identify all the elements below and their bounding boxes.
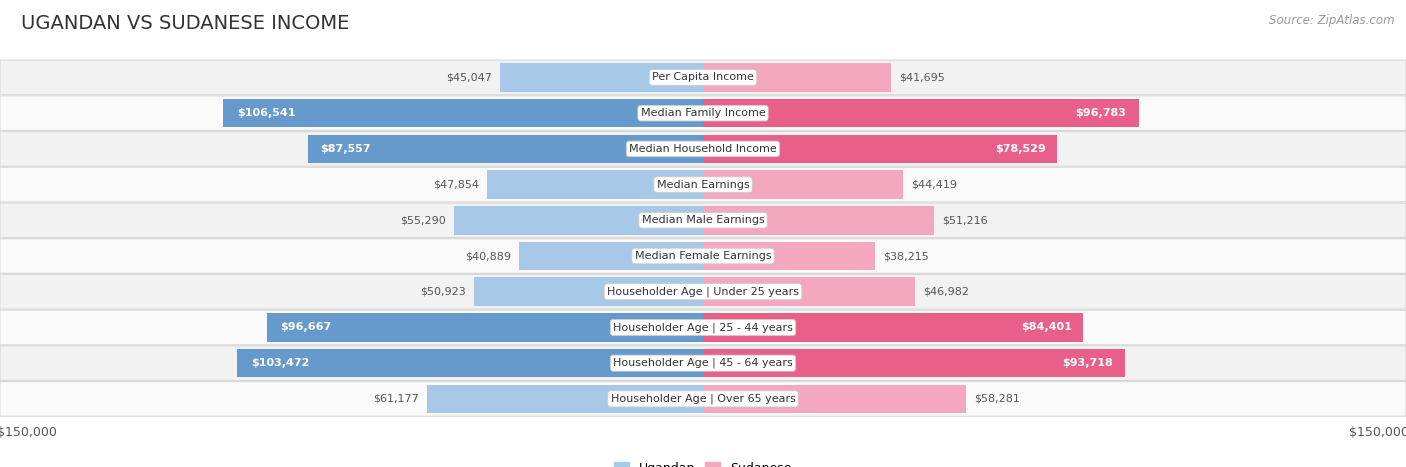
- Bar: [454, 206, 703, 234]
- FancyBboxPatch shape: [0, 203, 1406, 238]
- FancyBboxPatch shape: [0, 346, 1406, 381]
- Bar: [703, 277, 915, 306]
- Bar: [703, 170, 903, 199]
- Text: $55,290: $55,290: [399, 215, 446, 225]
- Bar: [519, 242, 703, 270]
- FancyBboxPatch shape: [0, 96, 1406, 130]
- Bar: [703, 242, 875, 270]
- Bar: [703, 313, 1084, 342]
- Bar: [267, 313, 703, 342]
- Text: $44,419: $44,419: [911, 180, 957, 190]
- Text: $41,695: $41,695: [898, 72, 945, 83]
- Text: $47,854: $47,854: [433, 180, 479, 190]
- Text: Per Capita Income: Per Capita Income: [652, 72, 754, 83]
- Text: Median Family Income: Median Family Income: [641, 108, 765, 118]
- Text: $96,667: $96,667: [280, 322, 332, 333]
- Text: $58,281: $58,281: [974, 394, 1019, 404]
- Text: $40,889: $40,889: [464, 251, 510, 261]
- Bar: [501, 63, 703, 92]
- FancyBboxPatch shape: [0, 167, 1406, 202]
- Text: Householder Age | Under 25 years: Householder Age | Under 25 years: [607, 286, 799, 297]
- Text: $84,401: $84,401: [1021, 322, 1071, 333]
- Bar: [488, 170, 703, 199]
- Text: $45,047: $45,047: [446, 72, 492, 83]
- Text: $38,215: $38,215: [883, 251, 929, 261]
- Bar: [703, 134, 1057, 163]
- Text: $50,923: $50,923: [419, 287, 465, 297]
- Bar: [236, 349, 703, 377]
- Text: $96,783: $96,783: [1076, 108, 1126, 118]
- Text: Median Male Earnings: Median Male Earnings: [641, 215, 765, 225]
- FancyBboxPatch shape: [0, 310, 1406, 345]
- FancyBboxPatch shape: [0, 60, 1406, 95]
- Bar: [308, 134, 703, 163]
- FancyBboxPatch shape: [0, 132, 1406, 166]
- FancyBboxPatch shape: [0, 382, 1406, 416]
- Bar: [703, 63, 891, 92]
- Text: $103,472: $103,472: [250, 358, 309, 368]
- Bar: [703, 206, 934, 234]
- FancyBboxPatch shape: [0, 275, 1406, 309]
- FancyBboxPatch shape: [0, 239, 1406, 273]
- Text: $87,557: $87,557: [321, 144, 371, 154]
- Text: $46,982: $46,982: [922, 287, 969, 297]
- Text: Median Household Income: Median Household Income: [628, 144, 778, 154]
- Bar: [224, 99, 703, 127]
- Bar: [427, 385, 703, 413]
- Text: $51,216: $51,216: [942, 215, 987, 225]
- Text: Source: ZipAtlas.com: Source: ZipAtlas.com: [1270, 14, 1395, 27]
- Text: $106,541: $106,541: [238, 108, 295, 118]
- Text: UGANDAN VS SUDANESE INCOME: UGANDAN VS SUDANESE INCOME: [21, 14, 350, 33]
- Text: Householder Age | 45 - 64 years: Householder Age | 45 - 64 years: [613, 358, 793, 368]
- Text: Median Female Earnings: Median Female Earnings: [634, 251, 772, 261]
- Legend: Ugandan, Sudanese: Ugandan, Sudanese: [609, 457, 797, 467]
- Text: Householder Age | Over 65 years: Householder Age | Over 65 years: [610, 394, 796, 404]
- Text: $61,177: $61,177: [374, 394, 419, 404]
- Bar: [703, 99, 1139, 127]
- Text: Householder Age | 25 - 44 years: Householder Age | 25 - 44 years: [613, 322, 793, 333]
- Text: $78,529: $78,529: [995, 144, 1046, 154]
- Text: $93,718: $93,718: [1062, 358, 1112, 368]
- Bar: [703, 349, 1125, 377]
- Bar: [703, 385, 966, 413]
- Bar: [474, 277, 703, 306]
- Text: Median Earnings: Median Earnings: [657, 180, 749, 190]
